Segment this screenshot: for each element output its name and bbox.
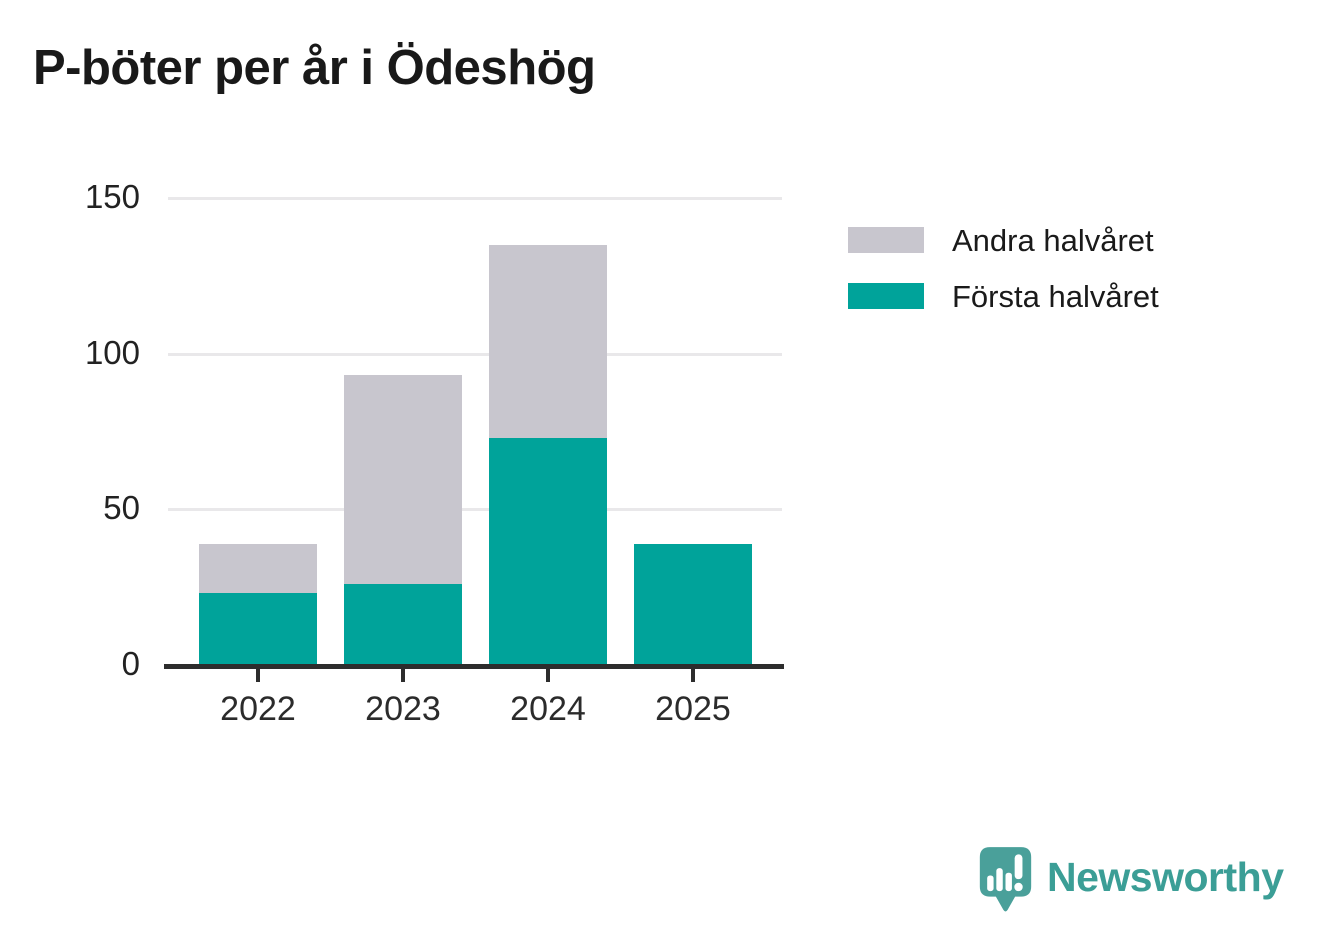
legend: Andra halvåret Första halvåret [848,222,1159,339]
plot-area [165,190,783,665]
x-tick-2023 [401,669,405,682]
y-tick-label-100: 100 [84,333,140,371]
y-tick-label-50: 50 [103,489,140,527]
x-tick-2022 [256,669,260,682]
bar-2025-forsta-halvaret [634,543,752,665]
legend-swatch-andra-halvaret [848,227,924,253]
bar-2023-andra-halvaret [344,375,462,585]
legend-label: Första halvåret [952,278,1159,314]
legend-item-forsta-halvaret: Första halvåret [848,278,1159,314]
gridline-50 [168,508,782,512]
newsworthy-speech-bubble-icon [979,847,1032,912]
bar-2022-forsta-halvaret [199,593,317,665]
newsworthy-logo: Newsworthy [978,843,1284,919]
bar-2024-forsta-halvaret [489,437,607,665]
x-axis-line [164,664,784,669]
y-tick-label-150: 150 [84,178,140,215]
newsworthy-logo-text: Newsworthy [1047,853,1284,900]
legend-label: Andra halvåret [952,222,1154,258]
x-tick-2024 [546,669,550,682]
gridline-150 [168,197,782,200]
legend-item-andra-halvaret: Andra halvåret [848,222,1159,258]
chart-title: P-böter per år i Ödeshög [33,41,596,95]
x-tick-label-2024: 2024 [510,690,586,728]
x-tick-label-2025: 2025 [655,690,731,728]
bar-2024-andra-halvaret [489,244,607,438]
bar-2023-forsta-halvaret [344,584,462,665]
gridline-100 [168,352,782,356]
x-tick-label-2023: 2023 [365,690,441,728]
y-tick-label-0: 0 [121,645,140,682]
bar-2022-andra-halvaret [199,543,317,594]
x-tick-2025 [691,669,695,682]
legend-swatch-forsta-halvaret [848,283,924,309]
x-tick-label-2022: 2022 [220,690,296,728]
